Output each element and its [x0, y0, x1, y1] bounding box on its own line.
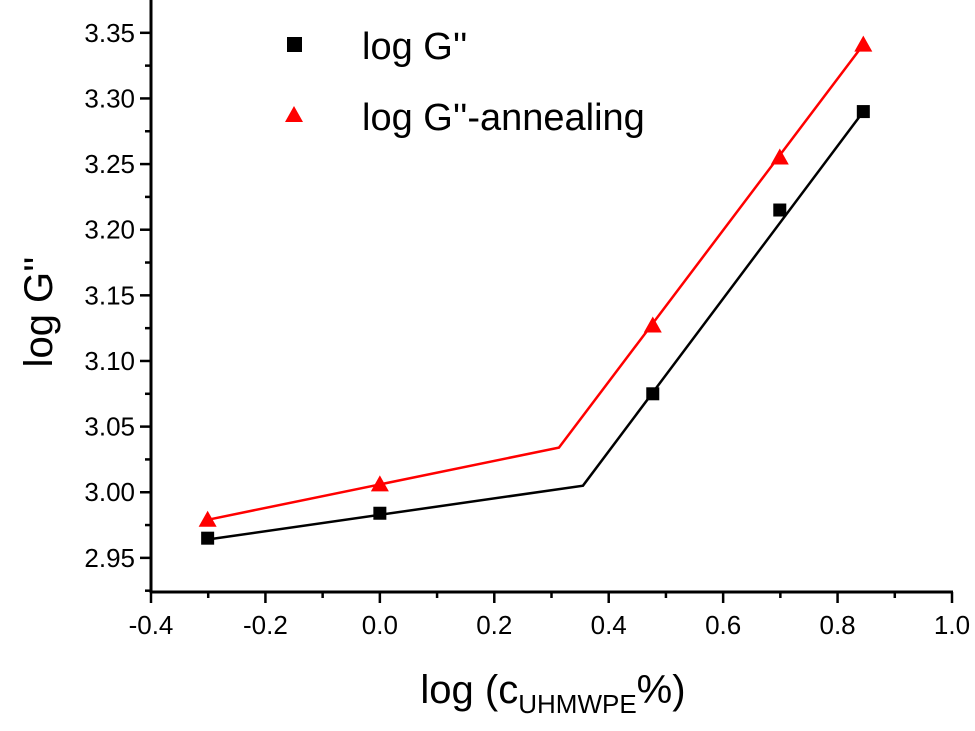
legend: log G'' log G''-annealing [285, 26, 645, 139]
data-point-triangle [854, 35, 873, 52]
y-tick-label: 3.25 [84, 149, 135, 179]
x-tick-label: 0.4 [591, 610, 627, 640]
fit-line-0 [207, 110, 865, 541]
y-tick-label: 3.15 [84, 280, 135, 310]
x-tick-label: 0.2 [476, 610, 512, 640]
data-point-triangle [198, 510, 217, 527]
legend-marker-triangle [285, 106, 303, 122]
fit-lines [207, 43, 865, 541]
x-tick-label: 0.6 [705, 610, 741, 640]
x-axis-label-sub: UHMWPE [518, 689, 636, 719]
y-tick-label: 3.30 [84, 83, 135, 113]
x-tick-label: -0.2 [243, 610, 288, 640]
y-axis-label: log G'' [17, 257, 61, 368]
x-tick-label: -0.4 [129, 610, 174, 640]
x-tick-label: 0.0 [362, 610, 398, 640]
y-tick-label: 3.20 [84, 215, 135, 245]
fit-line-1 [207, 43, 865, 522]
x-axis-label-suffix: %) [637, 668, 686, 712]
data-point-square [201, 531, 215, 545]
x-axis-label-main: log (c [420, 668, 518, 712]
x-tick-label: 0.8 [819, 610, 855, 640]
y-tick-label: 3.05 [84, 412, 135, 442]
y-tick-label: 3.10 [84, 346, 135, 376]
data-point-triangle [643, 316, 662, 333]
y-tick-label: 2.95 [84, 543, 135, 573]
legend-label-1: log G''-annealing [362, 97, 645, 139]
data-point-square [373, 506, 387, 520]
data-point-square [773, 203, 787, 217]
data-point-triangle [370, 475, 389, 492]
y-tick-label: 3.00 [84, 477, 135, 507]
data-points [198, 35, 873, 545]
y-tick-label: 3.35 [84, 18, 135, 48]
data-point-square [646, 387, 660, 401]
data-point-triangle [770, 148, 789, 165]
legend-marker-square [287, 37, 302, 52]
legend-label-0: log G'' [362, 26, 467, 68]
x-axis-label: log (cUHMWPE%) [420, 668, 685, 719]
axes: -0.4 -0.2 0.0 0.2 0.4 0.6 0.8 1.0 2.95 3.00 3.05 3.… [84, 0, 970, 640]
x-tick-label: 1.0 [934, 610, 970, 640]
data-point-square [856, 105, 870, 119]
